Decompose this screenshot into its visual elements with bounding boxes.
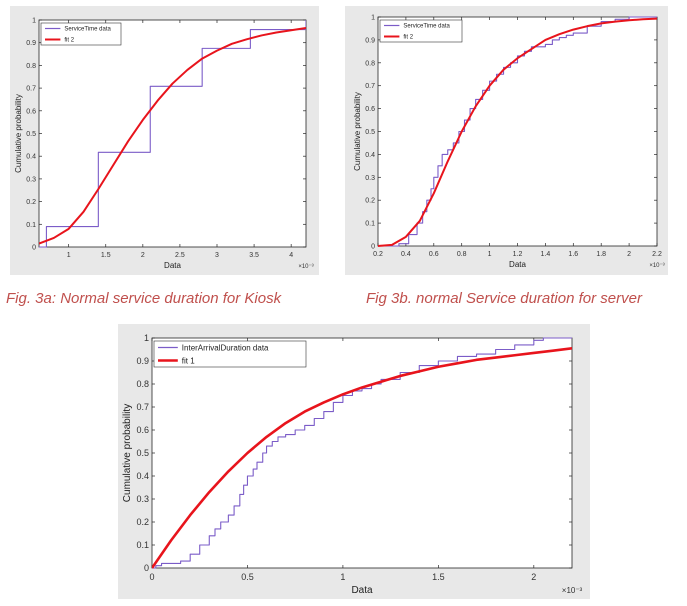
y-tick-label: 0.1	[26, 222, 36, 229]
y-tick-label: 0.1	[136, 540, 149, 550]
y-tick-label: 1	[32, 17, 36, 24]
y-tick-label: 0	[32, 244, 36, 251]
figure-3b: 0 0.1 0.2 0.3 0.4 0.5 0.6 0.7 0.8 0.9 1 0.2 0.4 0.6 0.…	[345, 6, 668, 275]
x-axis-multiplier: ×10⁻³	[298, 264, 313, 270]
x-tick-label: 1.4	[541, 251, 551, 258]
y-tick-label: 0.1	[365, 221, 375, 228]
y-tick-label: 0.8	[26, 63, 36, 70]
y-tick-label: 0.4	[136, 471, 149, 481]
plot-area	[151, 337, 573, 569]
x-tick-label: 2.5	[175, 252, 185, 259]
x-tick-label: 1.6	[568, 251, 578, 258]
y-tick-label: 0.4	[365, 152, 375, 159]
y-tick-label: 0.5	[365, 129, 375, 136]
y-axis-label: Cumulative probability	[353, 92, 362, 171]
y-tick-label: 0.3	[136, 494, 149, 504]
fit-line	[152, 347, 572, 569]
y-tick-label: 0.6	[26, 108, 36, 115]
x-tick-label: 1.2	[513, 251, 523, 258]
x-tick-label: 0.8	[457, 251, 467, 258]
x-axis-label: Data	[351, 585, 373, 596]
x-tick-label: 0.2	[373, 251, 383, 258]
y-tick-label: 0.7	[365, 83, 375, 90]
fit-line	[39, 26, 306, 245]
y-tick-label: 0.2	[365, 198, 375, 205]
y-tick-label: 0.5	[26, 131, 36, 138]
plot-area	[377, 16, 658, 247]
x-tick-label: 2	[627, 251, 631, 258]
x-tick-label: 1.5	[432, 572, 445, 582]
figure-3c: 0 0.1 0.2 0.3 0.4 0.5 0.6 0.7 0.8 0.9 1 0 0.5 1 1.5 2 ×1…	[118, 324, 590, 599]
x-tick-label: 2.2	[652, 251, 662, 258]
x-tick-label: 1.8	[596, 251, 606, 258]
empirical-cdf-line	[152, 337, 572, 569]
legend-label: fit 1	[182, 356, 195, 365]
y-tick-label: 1	[371, 14, 375, 21]
chart-a: 0 0.1 0.2 0.3 0.4 0.5 0.6 0.7 0.8 0.9 1 1 1.5 2 2.5 3 3.…	[14, 17, 314, 270]
y-tick-label: 0.5	[136, 448, 149, 458]
y-tick-label: 0.8	[136, 379, 149, 389]
x-axis-multiplier: ×10⁻³	[562, 586, 583, 595]
x-tick-label: 0	[149, 572, 154, 582]
legend-box	[40, 22, 122, 46]
y-tick-label: 0.2	[26, 199, 36, 206]
caption-fig-3a: Fig. 3a: Normal service duration for Kio…	[6, 290, 282, 307]
y-tick-label: 0.6	[136, 425, 149, 435]
legend-label: InterArrivalDuration data	[182, 343, 269, 352]
x-tick-label: 1	[488, 251, 492, 258]
chart-b: 0 0.1 0.2 0.3 0.4 0.5 0.6 0.7 0.8 0.9 1 0.2 0.4 0.6 0.…	[353, 14, 665, 269]
fit-line	[378, 17, 657, 247]
y-tick-label: 0.6	[365, 106, 375, 113]
x-tick-label: 0.5	[241, 572, 254, 582]
y-axis-label: Cumulative probability	[14, 94, 23, 173]
y-tick-label: 0.3	[26, 176, 36, 183]
caption-fig-3b: Fig 3b. normal Service duration for serv…	[366, 290, 642, 307]
x-tick-label: 2	[531, 572, 536, 582]
y-tick-label: 0.2	[136, 517, 149, 527]
x-tick-label: 1	[67, 252, 71, 259]
legend-label: ServiceTime data	[64, 27, 111, 33]
x-axis-multiplier: ×10⁻³	[649, 263, 664, 269]
y-tick-label: 0.9	[365, 37, 375, 44]
y-tick-label: 0.9	[26, 40, 36, 47]
y-tick-label: 0.3	[365, 175, 375, 182]
x-tick-label: 1.5	[101, 252, 111, 259]
y-tick-label: 0.8	[365, 60, 375, 67]
x-axis-label: Data	[164, 261, 181, 270]
legend-label: fit 2	[64, 38, 74, 44]
figure-3a: 0 0.1 0.2 0.3 0.4 0.5 0.6 0.7 0.8 0.9 1 1 1.5 2 2.5 3 3.…	[10, 6, 319, 275]
y-tick-label: 0	[144, 563, 149, 573]
x-tick-label: 3.5	[249, 252, 259, 259]
y-tick-label: 0	[371, 243, 375, 250]
y-tick-label: 0.4	[26, 154, 36, 161]
y-tick-label: 0.7	[26, 86, 36, 93]
x-tick-label: 3	[215, 252, 219, 259]
empirical-cdf-line	[39, 20, 306, 248]
x-tick-label: 0.4	[401, 251, 411, 258]
y-axis-label: Cumulative probability	[122, 404, 133, 502]
y-tick-label: 1	[144, 333, 149, 343]
x-tick-label: 4	[289, 252, 293, 259]
legend-box	[153, 340, 307, 368]
legend-label: fit 2	[403, 35, 413, 41]
x-tick-label: 2	[141, 252, 145, 259]
x-tick-label: 1	[340, 572, 345, 582]
y-tick-label: 0.7	[136, 402, 149, 412]
chart-c: 0 0.1 0.2 0.3 0.4 0.5 0.6 0.7 0.8 0.9 1 0 0.5 1 1.5 2 ×1…	[122, 333, 583, 596]
legend-label: ServiceTime data	[403, 24, 450, 30]
x-axis-label: Data	[509, 260, 526, 269]
x-tick-label: 0.6	[429, 251, 439, 258]
legend-box	[379, 19, 463, 43]
y-tick-label: 0.9	[136, 356, 149, 366]
plot-area	[38, 19, 307, 248]
